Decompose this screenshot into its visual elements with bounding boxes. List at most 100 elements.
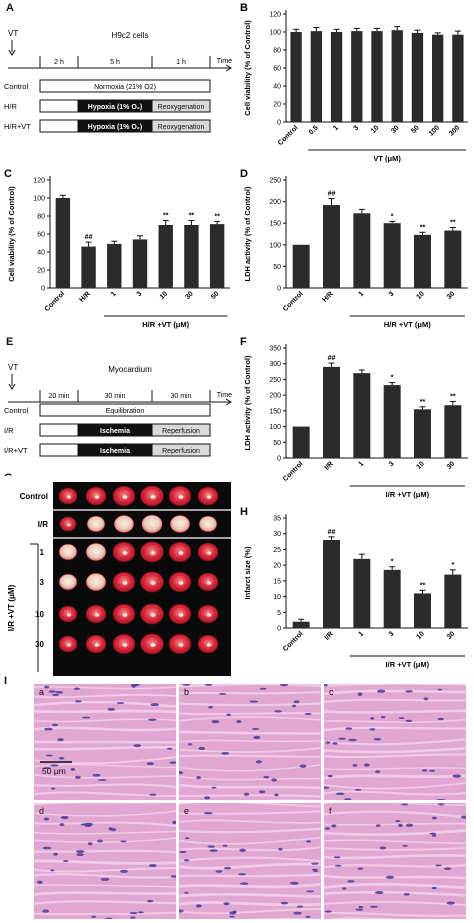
bar [371,31,383,123]
vt-label: VT [8,363,18,372]
heart-slice-lumen [206,581,212,585]
nucleus [437,688,443,691]
tissue-background [324,803,466,919]
nucleus [274,793,279,797]
protocol-row-label: Control [4,82,29,91]
nucleus [57,738,64,742]
nucleus [358,905,364,909]
nucleus [223,902,230,906]
fiber-streak [34,763,176,769]
nucleus [395,819,401,823]
duration-label: 30 min [104,393,125,400]
nucleus [55,690,64,694]
y-tick-label: 25 [273,547,281,554]
histology-subpanel-label: f [329,806,332,816]
nucleus [400,803,409,806]
nucleus [331,824,337,828]
nucleus [182,684,191,686]
fiber-streak [34,891,176,896]
fiber-streak [179,794,321,798]
bar-chart-h: H 0 5 10 15 20 25 30 35 Infarct size (%) Control ##… [240,506,468,669]
y-tick-label: 30 [273,531,281,538]
fiber-streak [324,822,466,826]
nucleus [452,774,462,778]
nucleus [179,771,184,775]
bar [414,234,431,288]
nucleus [195,904,202,908]
nucleus [304,712,312,716]
nucleus [348,738,357,742]
nucleus [130,916,136,919]
y-tick-label: 0 [277,626,281,633]
nucleus [431,886,437,890]
nucleus [74,700,82,703]
bar [414,409,431,458]
nucleus [405,823,414,827]
heart-slice-lumen [178,613,184,617]
nucleus [377,689,386,693]
nucleus [50,869,55,872]
bar [444,574,462,628]
x-tick-label: 1 [358,460,366,468]
nucleus [150,703,160,707]
fiber-streak [324,698,466,704]
vt-label: VT [8,29,18,38]
nucleus [148,718,157,721]
significance-mark: ** [214,213,220,220]
x-group-label: I/R +VT (μM) [386,490,430,499]
nucleus [76,850,85,854]
nucleus [380,715,386,719]
fiber-streak [34,830,176,835]
fiber-streak [324,726,466,732]
x-group-label: H/R +VT (μM) [384,320,431,329]
y-tick-label: 80 [37,214,45,221]
x-tick-label: 1 [110,290,118,298]
heart-slice-lumen [178,581,184,585]
panel-label: B [240,2,248,14]
duration-label: 2 h [54,59,64,66]
nucleus [259,790,266,794]
significance-mark: ## [328,191,336,198]
heart-slice-lumen [178,495,184,499]
panel-label: C [4,168,12,180]
fiber-streak [324,753,466,759]
nucleus [311,862,319,865]
x-tick-label: I/R [324,630,335,641]
nucleus [97,779,107,782]
duration-label: 1 h [176,59,186,66]
significance-mark: ** [163,213,169,220]
nucleus [92,773,101,777]
histology-panel-f: f [324,803,466,919]
fiber-streak [179,827,321,834]
protocol-row-label: I/R [4,426,14,435]
fiber-streak [34,859,176,865]
bar [411,32,424,122]
protocol-segment [151,119,211,133]
significance-mark: ** [420,399,426,406]
fiber-streak [324,874,466,880]
y-tick-label: 35 [273,516,281,523]
nucleus [375,824,381,827]
panel-label: D [240,168,248,180]
nucleus [60,815,69,820]
nucleus [443,867,452,870]
histology-subpanel-label: d [39,806,44,816]
nucleus [345,727,353,730]
bar [292,621,310,628]
y-tick-label: 120 [33,178,45,185]
fiber-streak [324,782,466,790]
fiber-streak [324,774,466,780]
nucleus [131,684,136,688]
y-tick-label: 0 [277,456,281,463]
heart-slice-lumen [150,523,156,527]
scale-bar-label: 50 μm [42,766,66,776]
nucleus [324,684,328,687]
bar-chart-c: C 0 20 40 60 80 100 120 Cell viability (% of Con… [4,168,230,329]
protocol-segment-label: Reoxygenation [158,104,205,111]
x-group-label: VT (μM) [373,154,401,163]
x-group-label: I/R +VT (μM) [386,660,430,669]
fiber-streak [327,917,402,919]
nucleus [108,827,113,831]
nucleus [369,728,376,731]
heart-slice-lumen [150,495,156,499]
